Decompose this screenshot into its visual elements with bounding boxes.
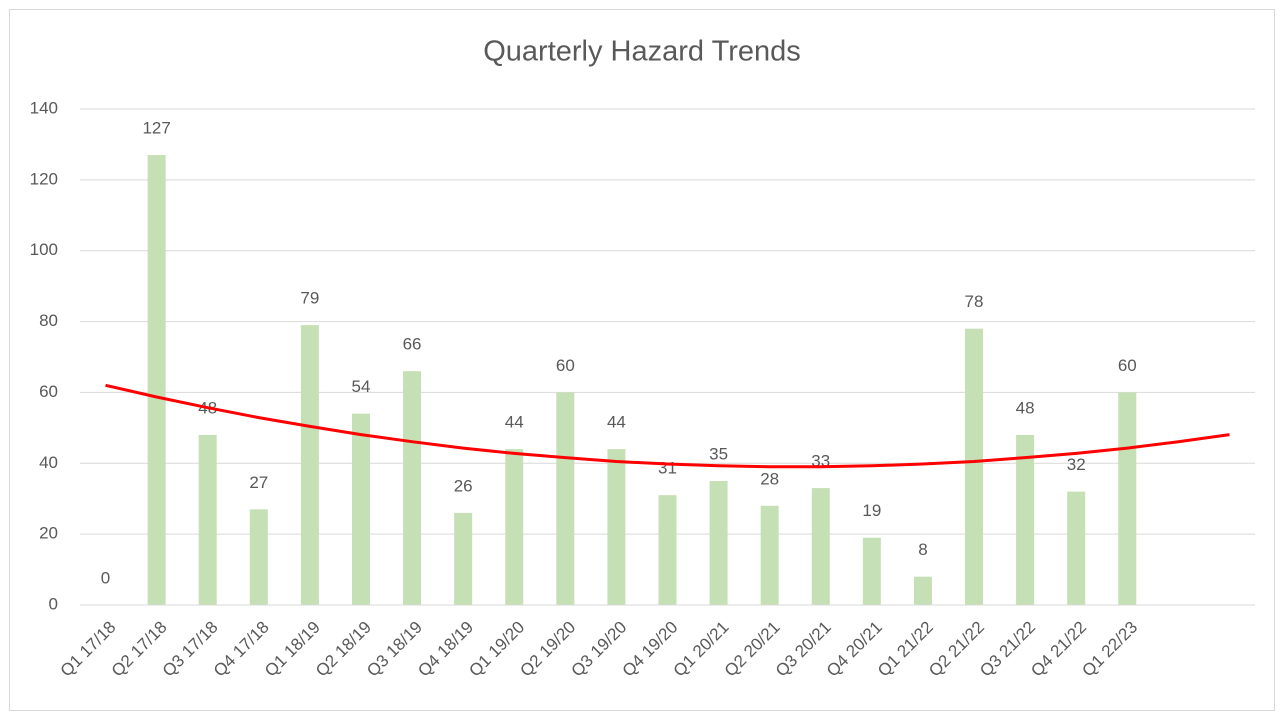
y-tick-label: 120 [30,169,58,188]
bar [1067,491,1086,605]
data-label: 8 [918,540,927,559]
bar [556,392,575,605]
y-tick-label: 40 [39,453,58,472]
y-tick-label: 140 [30,98,58,117]
y-tick-label: 60 [39,382,58,401]
data-label: 44 [607,413,626,432]
bar [965,328,984,605]
bar [454,512,473,605]
data-label: 44 [505,413,524,432]
bar [198,434,217,605]
bar [811,488,830,605]
bar [300,325,319,605]
data-label: 28 [760,469,779,488]
y-tick-label: 80 [39,311,58,330]
trendline [105,383,1230,469]
data-label: 31 [658,459,677,478]
bar [403,371,422,605]
bar [913,576,932,605]
bar [1016,434,1035,605]
y-tick-label: 0 [49,594,58,613]
data-label: 66 [403,335,422,354]
data-label: 79 [300,289,319,308]
bar [249,509,268,605]
bar [147,155,166,606]
y-tick-label: 20 [39,524,58,543]
bar [658,495,677,605]
chart-frame [9,9,1275,711]
data-label: 60 [1118,356,1137,375]
bar [760,505,779,605]
bar [1118,392,1137,605]
data-label: 32 [1067,455,1086,474]
data-label: 27 [249,473,268,492]
data-label: 35 [709,444,728,463]
data-label: 60 [556,356,575,375]
bar [862,537,881,605]
bar [351,413,370,605]
data-label: 54 [352,377,371,396]
chart-title: Quarterly Hazard Trends [483,36,801,68]
bar [505,449,524,605]
data-label: 0 [101,568,110,587]
data-label: 26 [454,476,473,495]
y-tick-label: 100 [30,240,58,259]
data-label: 127 [142,119,170,138]
data-label: 48 [1016,398,1035,417]
bar [709,481,728,605]
bar [607,449,626,605]
data-label: 78 [965,292,984,311]
data-label: 19 [862,501,881,520]
